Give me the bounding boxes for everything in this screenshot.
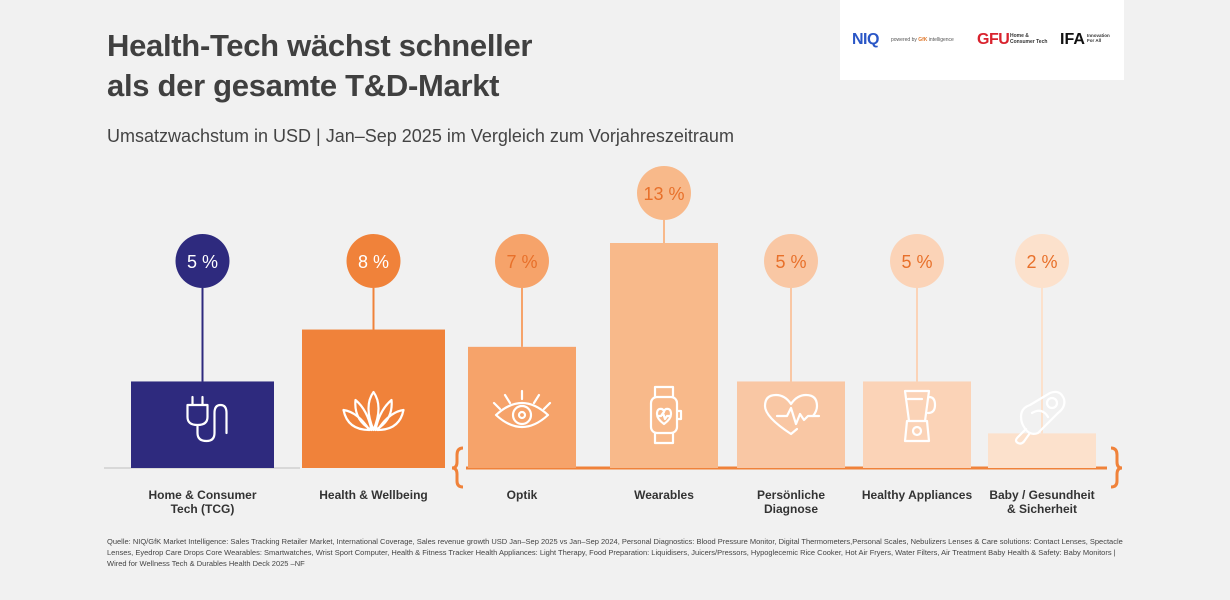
pacifier-icon	[1014, 390, 1066, 445]
smartwatch-icon	[649, 385, 683, 445]
bar-group: 8 % Health & Wellbeing	[302, 234, 445, 502]
eye-icon	[492, 389, 552, 428]
niq-logo: NIQ	[852, 31, 879, 48]
lotus-icon	[342, 390, 405, 432]
tick-label: Healthy Appliances	[862, 488, 973, 502]
tick-label: Wearables	[634, 488, 694, 502]
data-label: 5 %	[901, 252, 932, 272]
right-brace	[1110, 446, 1123, 489]
source-note: Quelle: NIQ/GfK Market Intelligence: Sal…	[107, 537, 1123, 568]
title-line-2: als der gesamte T&D-Markt	[107, 68, 500, 103]
tick-label: Diagnose	[764, 502, 818, 516]
niq-tagline-prefix: powered by	[891, 37, 917, 43]
data-label: 7 %	[506, 252, 537, 272]
data-label: 5 %	[187, 252, 218, 272]
ifa-logo-tagline: Innovation For All	[1087, 33, 1110, 43]
bar-group: 7 % Optik	[468, 234, 576, 502]
heart-pulse-icon	[763, 393, 821, 436]
tick-label: Persönliche	[757, 488, 825, 502]
tick-label: Health & Wellbeing	[319, 488, 427, 502]
gfk-mark: GfK	[918, 37, 928, 43]
niq-logo-tagline: powered by GfK intelligence	[891, 37, 954, 43]
value-bubble	[637, 166, 691, 220]
data-label: 2 %	[1026, 252, 1057, 272]
bar	[863, 381, 971, 468]
logo-bar: NIQ powered by GfK intelligence GFU Home…	[840, 0, 1124, 80]
tick-label: Tech (TCG)	[171, 502, 235, 516]
plug-icon	[186, 395, 228, 443]
value-bubble	[495, 234, 549, 288]
value-bubble	[1015, 234, 1069, 288]
bar	[610, 243, 718, 468]
niq-tagline-suffix: intelligence	[928, 37, 954, 43]
value-bubble	[346, 234, 401, 288]
bar	[737, 381, 845, 468]
value-bubble	[175, 234, 230, 288]
data-label: 8 %	[358, 252, 389, 272]
chart-title: Health-Tech wächst schneller als der ges…	[107, 26, 532, 106]
gfu-logo: GFU	[977, 31, 1010, 48]
tick-label: & Sicherheit	[1007, 502, 1077, 516]
bar	[988, 433, 1096, 468]
bar-group: 13 % Wearables	[610, 166, 718, 502]
chart-subtitle: Umsatzwachstum in USD | Jan–Sep 2025 im …	[107, 126, 734, 146]
bar-group: 2 % Baby / Gesundheit& Sicherheit	[988, 234, 1096, 516]
data-label: 13 %	[643, 184, 684, 204]
blender-icon	[903, 389, 937, 443]
bar-group: 5 % Healthy Appliances	[862, 234, 973, 502]
value-bubble	[764, 234, 818, 288]
value-bubble	[890, 234, 944, 288]
bar	[302, 329, 445, 468]
ifa-logo: IFA	[1060, 31, 1085, 48]
bar	[468, 346, 576, 468]
tick-label: Optik	[507, 488, 538, 502]
tick-label: Home & Consumer	[148, 488, 256, 502]
left-brace	[451, 446, 464, 489]
data-label: 5 %	[775, 252, 806, 272]
tick-label: Baby / Gesundheit	[989, 488, 1094, 502]
gfu-logo-tagline: Home & Consumer Tech	[1010, 33, 1048, 45]
title-line-1: Health-Tech wächst schneller	[107, 28, 533, 63]
